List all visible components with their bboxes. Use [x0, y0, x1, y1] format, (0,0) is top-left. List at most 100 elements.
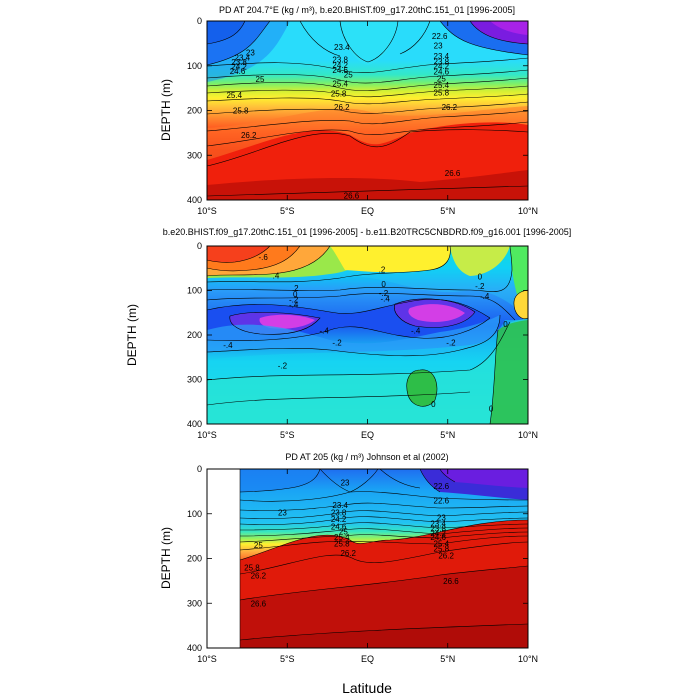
contour-label: 23	[437, 513, 446, 522]
panel-2-axes: 10°S 5°S EQ 5°N 10°N 0 100 200 300 400	[187, 241, 538, 440]
contour-label: 0	[478, 272, 483, 281]
x-tick-label: 10°N	[518, 654, 538, 664]
panel-3: PD AT 205 (kg / m³) Johnson et al (2002)	[159, 452, 538, 664]
y-tick-label: 0	[197, 241, 202, 251]
x-tick-label: 5°N	[440, 654, 455, 664]
panel-2-title: b.e20.BHIST.f09_g17.20thC.151_01 [1996-2…	[163, 227, 572, 237]
y-tick-label: 200	[187, 330, 202, 340]
contour-label: 23.4	[334, 43, 350, 52]
contour-label: 23.4	[332, 501, 348, 510]
contour-label: -.2	[446, 339, 456, 348]
contour-label: 24.2	[231, 63, 247, 72]
y-tick-label: 400	[187, 643, 202, 653]
contour-label: 0	[293, 290, 298, 299]
y-tick-label: 300	[187, 375, 202, 385]
contour-label: 26.6	[445, 169, 461, 178]
contour-label: 26.6	[443, 577, 459, 586]
contour-label: 0	[381, 280, 386, 289]
contour-label: 0	[431, 400, 436, 409]
contour-label: 23.4	[434, 52, 450, 61]
x-tick-label: 5°S	[280, 654, 295, 664]
contour-label: 24.6	[331, 522, 347, 531]
contour-label: -.2	[289, 295, 299, 304]
x-tick-label: 10°S	[197, 430, 217, 440]
panel-3-contours	[239, 469, 528, 648]
panel-1: PD AT 204.7°E (kg / m³), b.e20.BHIST.f09…	[159, 5, 538, 216]
y-tick-label: 100	[187, 61, 202, 71]
contour-label: 24.2	[430, 529, 446, 538]
contour-label: 26.6	[251, 599, 267, 608]
contour-label: 26.2	[442, 103, 458, 112]
panel-3-plot-area	[207, 469, 528, 648]
panel-2: b.e20.BHIST.f09_g17.20thC.151_01 [1996-2…	[125, 227, 571, 440]
y-tick-label: 300	[187, 150, 202, 160]
contour-label: 26.6	[344, 192, 360, 201]
panel-3-axes: 10°S 5°S EQ 5°N 10°N 0 100 200 300 400	[187, 464, 538, 664]
contour-label: -.4	[380, 295, 390, 304]
contour-label: 25.4	[226, 91, 242, 100]
x-tick-label: 5°S	[280, 430, 295, 440]
contour-label: -.4	[480, 292, 490, 301]
contour-label: -.2	[475, 282, 485, 291]
contour-label: 24.2	[331, 515, 347, 524]
contour-label: 26.2	[340, 549, 356, 558]
x-axis-label: Latitude	[342, 680, 392, 696]
y-tick-label: 200	[187, 106, 202, 116]
contour-label: -.4	[223, 341, 233, 350]
y-tick-label: 200	[187, 554, 202, 564]
contour-label: -.4	[289, 301, 299, 310]
contour-label: 23.8	[332, 55, 348, 64]
x-tick-label: EQ	[361, 654, 374, 664]
contour-label: 26.2	[438, 551, 454, 560]
contour-label: 26.2	[241, 131, 257, 140]
contour-label: 23.8	[331, 508, 347, 517]
x-tick-label: 10°N	[518, 430, 538, 440]
contour-label: 26.2	[251, 572, 267, 581]
panel-2-contour-labels: -.6.4.20-.2-.4.20-.2-.40-.2-.40-.4 -.4-.2…	[223, 253, 508, 413]
contour-label: 25.8	[331, 89, 347, 98]
contour-label: 25.4	[434, 540, 450, 549]
contour-label: 23.8	[231, 58, 247, 67]
contour-label: .2	[379, 266, 386, 275]
contour-label: 25.4	[434, 81, 450, 90]
contour-label: 25.4	[332, 80, 348, 89]
contour-label: 25.8	[244, 563, 260, 572]
x-tick-label: EQ	[361, 430, 374, 440]
contour-label: .2	[292, 284, 299, 293]
panel-2-ylabel: DEPTH (m)	[125, 304, 139, 366]
x-tick-label: 10°S	[197, 654, 217, 664]
contour-label: 24.6	[230, 67, 246, 76]
panel-1-contours	[207, 21, 528, 197]
panel-3-contour-labels: 232525.826.226.62323.423.824.224.62525.4…	[244, 478, 459, 608]
contour-label: 23.4	[430, 520, 446, 529]
x-tick-label: 5°S	[280, 206, 295, 216]
panel-3-ylabel: DEPTH (m)	[159, 527, 173, 589]
contour-label: 0	[489, 404, 494, 413]
y-tick-label: 100	[187, 509, 202, 519]
panel-2-plot-area	[207, 246, 528, 424]
contour-label: -.2	[332, 339, 342, 348]
panel-1-contour-labels: 2323.423.824.224.62525.425.826.223.423.8…	[226, 32, 460, 201]
contour-label: 22.6	[432, 32, 448, 41]
contour-label: 23.8	[430, 525, 446, 534]
x-tick-label: 10°N	[518, 206, 538, 216]
y-tick-label: 400	[187, 419, 202, 429]
panel-1-axes: 10°S 5°S EQ 5°N 10°N 0 100 200 300 400	[187, 16, 538, 216]
contour-label: 25.8	[434, 89, 450, 98]
contour-label: -.4	[319, 327, 329, 336]
contour-label: 25	[254, 541, 263, 550]
panel-3-title: PD AT 205 (kg / m³) Johnson et al (2002)	[285, 452, 448, 462]
panel-1-title: PD AT 204.7°E (kg / m³), b.e20.BHIST.f09…	[219, 5, 515, 15]
contour-label: 0	[503, 320, 508, 329]
contour-label: 23	[341, 478, 350, 487]
x-tick-label: 5°N	[440, 430, 455, 440]
contour-label: 23	[246, 48, 255, 57]
y-tick-label: 400	[187, 195, 202, 205]
contour-label: 25	[256, 75, 265, 84]
panel-2-contours	[207, 246, 528, 424]
contour-label: 24.6	[434, 68, 450, 77]
contour-label: 23.4	[235, 54, 251, 63]
contour-label: 25.8	[233, 107, 249, 116]
contour-label: 25	[344, 71, 353, 80]
